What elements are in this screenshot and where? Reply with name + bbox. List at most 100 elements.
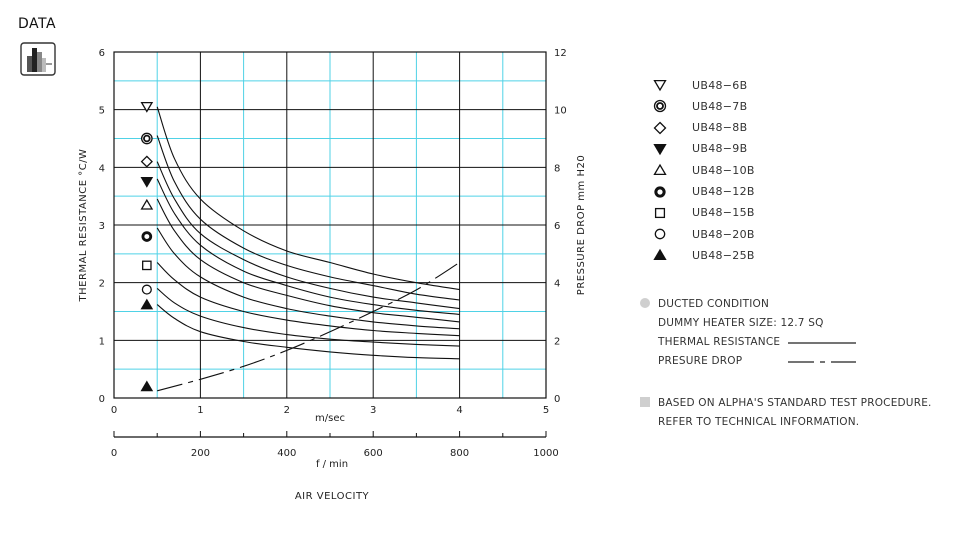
note-heater: DUMMY HEATER SIZE: 12.7 SQ [658, 317, 824, 329]
series-marker [141, 284, 152, 295]
y-tick-left: 4 [99, 163, 105, 174]
chart-curves [156, 106, 460, 392]
x-tick-fmin: 200 [191, 448, 210, 459]
circle-thick-icon [654, 185, 666, 198]
pressure-line-sample [788, 361, 856, 363]
thermal-curve-ub48-12b [156, 227, 460, 330]
circle-open-icon [141, 284, 152, 295]
x-tick-fmin: 600 [364, 448, 383, 459]
triangle-down-open-icon [140, 101, 154, 113]
y-tick-right: 0 [554, 394, 560, 405]
legend-item: UB48−20B [650, 225, 755, 243]
x-tick-fmin: 800 [450, 448, 469, 459]
x-tick-msec: 1 [197, 405, 203, 416]
x-tick-fmin: 1000 [533, 448, 558, 459]
legend-item: UB48−10B [650, 161, 755, 179]
x-tick-msec: 5 [543, 405, 549, 416]
note-refer: REFER TO TECHNICAL INFORMATION. [658, 416, 860, 428]
triangle-up-filled-icon [140, 298, 154, 310]
y-tick-left: 2 [99, 279, 105, 290]
x-axis-top-label: m/sec [315, 413, 345, 424]
circle-thick-icon [141, 231, 153, 242]
series-marker [140, 380, 154, 392]
note-thermal: THERMAL RESISTANCE [658, 336, 781, 348]
y-axis-left-label: THERMAL RESISTANCE °C/W [78, 149, 89, 303]
pressure-drop-curve [157, 262, 460, 392]
y-tick-right: 10 [554, 106, 567, 117]
diamond-open-icon [653, 121, 667, 135]
series-marker [140, 176, 154, 188]
legend-item: UB48−8B [650, 119, 747, 137]
thermal-curve-ub48-6b [156, 106, 460, 291]
thermal-curve-ub48-9b [156, 178, 460, 315]
legend-label: UB48−7B [692, 99, 748, 113]
legend-label: UB48−20B [692, 227, 755, 241]
x-axis-main-label: AIR VELOCITY [295, 491, 370, 502]
y-tick-left: 3 [99, 221, 105, 232]
legend-label: UB48−25B [692, 248, 755, 262]
chart-markers [140, 101, 154, 392]
legend-item: UB48−9B [650, 140, 747, 158]
legend-label: UB48−15B [692, 206, 755, 220]
series-marker [140, 101, 154, 113]
diamond-open-icon [653, 121, 667, 135]
circle-open-icon [654, 228, 666, 240]
triangle-down-filled-icon [653, 143, 667, 156]
chart-grid [113, 51, 547, 399]
triangle-up-open-icon [140, 198, 154, 210]
x-axis-bottom-label: f / min [316, 459, 348, 470]
gray-dot-icon [640, 298, 650, 308]
x-tick-msec: 3 [370, 405, 376, 416]
legend-label: UB48−10B [692, 163, 755, 177]
triangle-down-filled-icon [140, 176, 154, 188]
x-tick-msec: 0 [111, 405, 117, 416]
series-marker [140, 198, 154, 210]
thermal-curve-ub48-8b [156, 161, 460, 310]
y-tick-left: 5 [99, 106, 105, 117]
y-tick-left: 1 [99, 336, 105, 347]
circle-open-icon [654, 228, 666, 240]
double-circle-inner-icon [656, 102, 664, 111]
double-circle-icon [653, 100, 667, 113]
y-tick-left: 6 [99, 48, 105, 59]
y-tick-right: 8 [554, 163, 560, 174]
x-tick-msec: 2 [284, 405, 290, 416]
legend-item: UB48−25B [650, 246, 755, 264]
series-marker [140, 132, 153, 145]
y-tick-right: 2 [554, 336, 560, 347]
note-ducted: DUCTED CONDITION [640, 298, 769, 310]
y-tick-left: 0 [99, 394, 105, 405]
triangle-up-filled-icon [653, 249, 667, 261]
circle-thick-icon [654, 185, 666, 198]
note-standard: BASED ON ALPHA'S STANDARD TEST PROCEDURE… [640, 397, 932, 409]
triangle-up-filled-icon [140, 380, 154, 392]
thermal-curve-ub48-20b [156, 287, 460, 347]
y-tick-right: 12 [554, 48, 567, 59]
legend-label: UB48−8B [692, 121, 748, 135]
thermal-curve-ub48-15b [156, 262, 460, 337]
note-pressure: PRESURE DROP [658, 355, 743, 367]
thermal-curve-ub48-7b [156, 135, 460, 301]
triangle-up-open-icon [653, 163, 667, 176]
legend-label: UB48−9B [692, 142, 748, 156]
triangle-down-filled-icon [653, 143, 667, 156]
x-tick-fmin: 0 [111, 448, 117, 459]
plot-frame [113, 51, 547, 399]
triangle-up-open-icon [653, 163, 667, 176]
thermal-curve-ub48-25b [156, 304, 460, 360]
legend-item: UB48−12B [650, 183, 755, 201]
legend-label: UB48−6B [692, 78, 748, 92]
legend-item: UB48−7B [650, 97, 747, 115]
triangle-up-filled-icon [653, 249, 667, 261]
thermal-curve-ub48-10b [156, 198, 460, 323]
legend-item: UB48−6B [650, 76, 747, 94]
gray-square-icon [640, 397, 650, 407]
legend-item: UB48−15B [650, 204, 755, 222]
thermal-line-sample [788, 342, 856, 344]
series-marker [142, 260, 152, 271]
square-open-icon [654, 207, 666, 218]
triangle-down-open-icon [653, 79, 667, 92]
square-open-icon [654, 207, 666, 218]
